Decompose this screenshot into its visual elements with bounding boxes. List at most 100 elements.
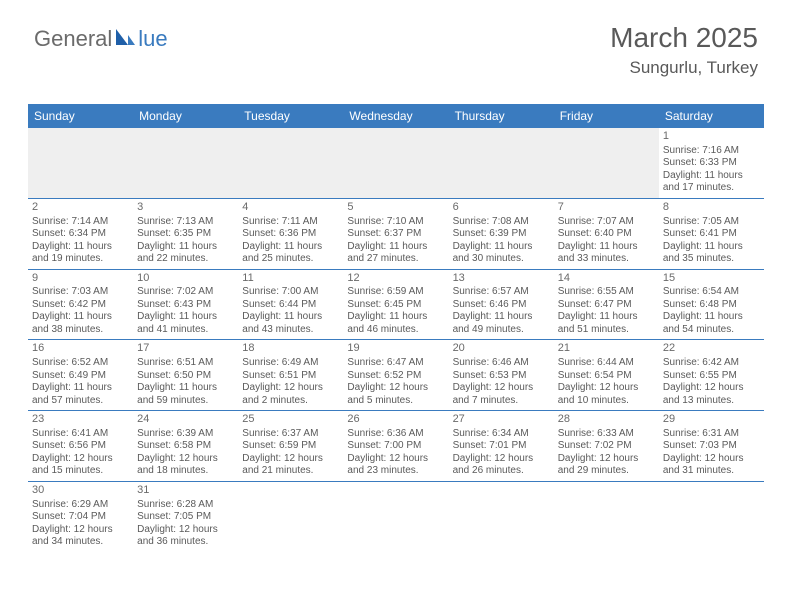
sunset-text: Sunset: 6:59 PM [242,440,339,453]
sunrise-text: Sunrise: 6:55 AM [558,286,655,299]
calendar-cell: 21Sunrise: 6:44 AMSunset: 6:54 PMDayligh… [554,340,659,411]
calendar-header-cell: Friday [554,104,659,128]
sunrise-text: Sunrise: 7:14 AM [32,216,129,229]
daylight-text: Daylight: 11 hours and 54 minutes. [663,311,760,336]
calendar-cell: 23Sunrise: 6:41 AMSunset: 6:56 PMDayligh… [28,411,133,482]
calendar-cell [28,128,133,198]
sunrise-text: Sunrise: 6:36 AM [347,428,444,441]
calendar-header-cell: Sunday [28,104,133,128]
sail-icon [114,27,136,47]
calendar-row: 9Sunrise: 7:03 AMSunset: 6:42 PMDaylight… [28,269,764,340]
sunrise-text: Sunrise: 6:49 AM [242,357,339,370]
daylight-text: Daylight: 12 hours and 23 minutes. [347,453,444,478]
sunset-text: Sunset: 6:37 PM [347,228,444,241]
calendar-cell: 4Sunrise: 7:11 AMSunset: 6:36 PMDaylight… [238,198,343,269]
day-number: 18 [242,342,339,356]
calendar-cell: 11Sunrise: 7:00 AMSunset: 6:44 PMDayligh… [238,269,343,340]
day-number: 6 [453,201,550,215]
day-number: 17 [137,342,234,356]
daylight-text: Daylight: 11 hours and 43 minutes. [242,311,339,336]
sunrise-text: Sunrise: 6:51 AM [137,357,234,370]
day-number: 27 [453,413,550,427]
calendar-cell: 12Sunrise: 6:59 AMSunset: 6:45 PMDayligh… [343,269,448,340]
calendar-cell: 9Sunrise: 7:03 AMSunset: 6:42 PMDaylight… [28,269,133,340]
daylight-text: Daylight: 12 hours and 5 minutes. [347,382,444,407]
calendar-row: 16Sunrise: 6:52 AMSunset: 6:49 PMDayligh… [28,340,764,411]
sunrise-text: Sunrise: 7:03 AM [32,286,129,299]
daylight-text: Daylight: 11 hours and 17 minutes. [663,170,760,195]
sunrise-text: Sunrise: 6:46 AM [453,357,550,370]
day-number: 12 [347,272,444,286]
sunrise-text: Sunrise: 7:00 AM [242,286,339,299]
calendar-cell: 28Sunrise: 6:33 AMSunset: 7:02 PMDayligh… [554,411,659,482]
calendar-cell: 5Sunrise: 7:10 AMSunset: 6:37 PMDaylight… [343,198,448,269]
sunrise-text: Sunrise: 6:28 AM [137,499,234,512]
day-number: 5 [347,201,444,215]
day-number: 24 [137,413,234,427]
daylight-text: Daylight: 11 hours and 41 minutes. [137,311,234,336]
sunrise-text: Sunrise: 6:29 AM [32,499,129,512]
daylight-text: Daylight: 12 hours and 10 minutes. [558,382,655,407]
calendar-table: SundayMondayTuesdayWednesdayThursdayFrid… [28,104,764,552]
day-number: 2 [32,201,129,215]
calendar-row: 1Sunrise: 7:16 AMSunset: 6:33 PMDaylight… [28,128,764,198]
sunset-text: Sunset: 7:01 PM [453,440,550,453]
calendar-cell: 16Sunrise: 6:52 AMSunset: 6:49 PMDayligh… [28,340,133,411]
calendar-cell: 8Sunrise: 7:05 AMSunset: 6:41 PMDaylight… [659,198,764,269]
day-number: 22 [663,342,760,356]
daylight-text: Daylight: 12 hours and 21 minutes. [242,453,339,478]
calendar-cell [238,128,343,198]
daylight-text: Daylight: 11 hours and 30 minutes. [453,241,550,266]
daylight-text: Daylight: 12 hours and 31 minutes. [663,453,760,478]
daylight-text: Daylight: 11 hours and 57 minutes. [32,382,129,407]
sunset-text: Sunset: 6:53 PM [453,370,550,383]
calendar-cell [343,481,448,551]
day-number: 3 [137,201,234,215]
day-number: 30 [32,484,129,498]
sunset-text: Sunset: 6:49 PM [32,370,129,383]
sunset-text: Sunset: 7:02 PM [558,440,655,453]
calendar-cell: 1Sunrise: 7:16 AMSunset: 6:33 PMDaylight… [659,128,764,198]
daylight-text: Daylight: 12 hours and 36 minutes. [137,524,234,549]
calendar-cell: 18Sunrise: 6:49 AMSunset: 6:51 PMDayligh… [238,340,343,411]
sunset-text: Sunset: 6:48 PM [663,299,760,312]
calendar-cell [554,128,659,198]
calendar-cell: 7Sunrise: 7:07 AMSunset: 6:40 PMDaylight… [554,198,659,269]
sunrise-text: Sunrise: 7:16 AM [663,145,760,158]
sunset-text: Sunset: 6:58 PM [137,440,234,453]
sunrise-text: Sunrise: 6:54 AM [663,286,760,299]
day-number: 13 [453,272,550,286]
day-number: 19 [347,342,444,356]
calendar-header-cell: Saturday [659,104,764,128]
calendar-cell: 26Sunrise: 6:36 AMSunset: 7:00 PMDayligh… [343,411,448,482]
calendar-cell: 31Sunrise: 6:28 AMSunset: 7:05 PMDayligh… [133,481,238,551]
sunrise-text: Sunrise: 6:41 AM [32,428,129,441]
logo-text-left: General [34,26,112,52]
calendar-cell: 13Sunrise: 6:57 AMSunset: 6:46 PMDayligh… [449,269,554,340]
sunset-text: Sunset: 6:44 PM [242,299,339,312]
calendar-row: 23Sunrise: 6:41 AMSunset: 6:56 PM Dayligh… [28,411,764,482]
sunset-text: Sunset: 6:47 PM [558,299,655,312]
sunrise-text: Sunrise: 6:47 AM [347,357,444,370]
daylight-text: Daylight: 11 hours and 51 minutes. [558,311,655,336]
sunrise-text: Sunrise: 6:59 AM [347,286,444,299]
day-number: 1 [663,130,760,144]
sunset-text: Sunset: 6:55 PM [663,370,760,383]
calendar-cell: 24Sunrise: 6:39 AMSunset: 6:58 PMDayligh… [133,411,238,482]
sunrise-text: Sunrise: 6:52 AM [32,357,129,370]
sunset-text: Sunset: 6:54 PM [558,370,655,383]
sunset-text: Sunset: 6:56 PM [32,440,129,453]
daylight-text: Daylight: 12 hours and 7 minutes. [453,382,550,407]
calendar-cell: 20Sunrise: 6:46 AMSunset: 6:53 PMDayligh… [449,340,554,411]
day-number: 8 [663,201,760,215]
calendar-cell [659,481,764,551]
calendar-row: 30Sunrise: 6:29 AMSunset: 7:04 PMDayligh… [28,481,764,551]
sunset-text: Sunset: 6:36 PM [242,228,339,241]
calendar-cell: 29Sunrise: 6:31 AMSunset: 7:03 PMDayligh… [659,411,764,482]
day-number: 23 [32,413,129,427]
sunset-text: Sunset: 7:00 PM [347,440,444,453]
calendar-cell: 2Sunrise: 7:14 AMSunset: 6:34 PMDaylight… [28,198,133,269]
calendar-cell: 17Sunrise: 6:51 AMSunset: 6:50 PMDayligh… [133,340,238,411]
calendar-header-row: SundayMondayTuesdayWednesdayThursdayFrid… [28,104,764,128]
calendar-cell [238,481,343,551]
